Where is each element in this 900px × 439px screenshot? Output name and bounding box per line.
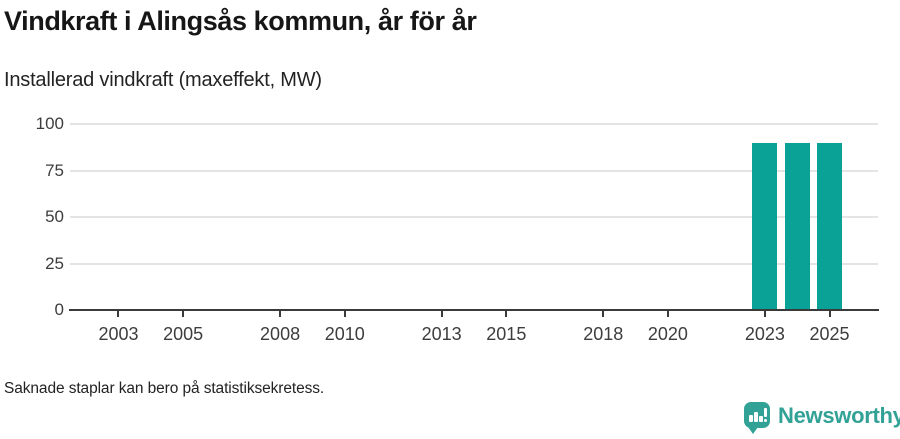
logo-exclamation-dot-glyph xyxy=(763,418,767,422)
x-axis-tick-2020 xyxy=(666,311,669,317)
x-axis-tick-2008 xyxy=(279,311,282,317)
x-axis-label: 2003 xyxy=(98,324,139,344)
x-axis-label: 2018 xyxy=(583,324,624,344)
logo-bar-glyph xyxy=(759,416,763,422)
x-axis-label: 2020 xyxy=(647,324,688,344)
x-axis-tick-2015 xyxy=(505,311,508,317)
bar-2023 xyxy=(752,142,778,310)
y-axis-label: 0 xyxy=(54,300,64,319)
gridline-y-50 xyxy=(70,216,878,218)
gridline-y-100 xyxy=(70,123,878,125)
x-axis-label: 2008 xyxy=(260,324,301,344)
logo-exclamation-glyph xyxy=(763,408,767,417)
y-axis-label: 50 xyxy=(45,207,64,226)
logo-bar-glyph xyxy=(754,412,758,422)
x-axis-tick-2018 xyxy=(602,311,605,317)
x-axis-label: 2005 xyxy=(163,324,204,344)
newsworthy-logo[interactable]: Newsworthy xyxy=(744,402,900,434)
x-axis-label: 2023 xyxy=(744,324,785,344)
x-axis-tick-2023 xyxy=(763,311,766,317)
y-axis-label: 75 xyxy=(45,160,64,180)
x-axis-tick-2025 xyxy=(828,311,831,317)
gridline-y-75 xyxy=(70,169,878,172)
y-axis-label: 25 xyxy=(45,253,64,273)
x-axis-line xyxy=(69,309,879,311)
x-axis-label: 2025 xyxy=(809,324,850,344)
newsworthy-logo-text: Newsworthy xyxy=(778,403,900,428)
chart-subtitle: Installerad vindkraft (maxeffekt, MW) xyxy=(4,69,322,91)
x-axis-label: 2010 xyxy=(324,324,365,344)
bar-2025 xyxy=(817,142,843,310)
footer-note: Saknade staplar kan bero på statistiksek… xyxy=(4,380,325,397)
newsworthy-bubble-chart-icon xyxy=(744,402,770,434)
x-axis-label: 2013 xyxy=(421,324,462,344)
logo-bar-glyph xyxy=(749,415,753,422)
x-axis-tick-2013 xyxy=(440,311,443,317)
gridline-y-25 xyxy=(70,262,878,265)
chart-title: Vindkraft i Alingsås kommun, år för år xyxy=(4,6,477,36)
x-axis-label: 2015 xyxy=(486,324,527,344)
x-axis-tick-2005 xyxy=(182,311,185,317)
x-axis-tick-2003 xyxy=(117,311,120,317)
x-axis-tick-2010 xyxy=(343,311,346,317)
y-axis-label: 100 xyxy=(35,114,64,133)
bar-2024 xyxy=(784,142,810,310)
